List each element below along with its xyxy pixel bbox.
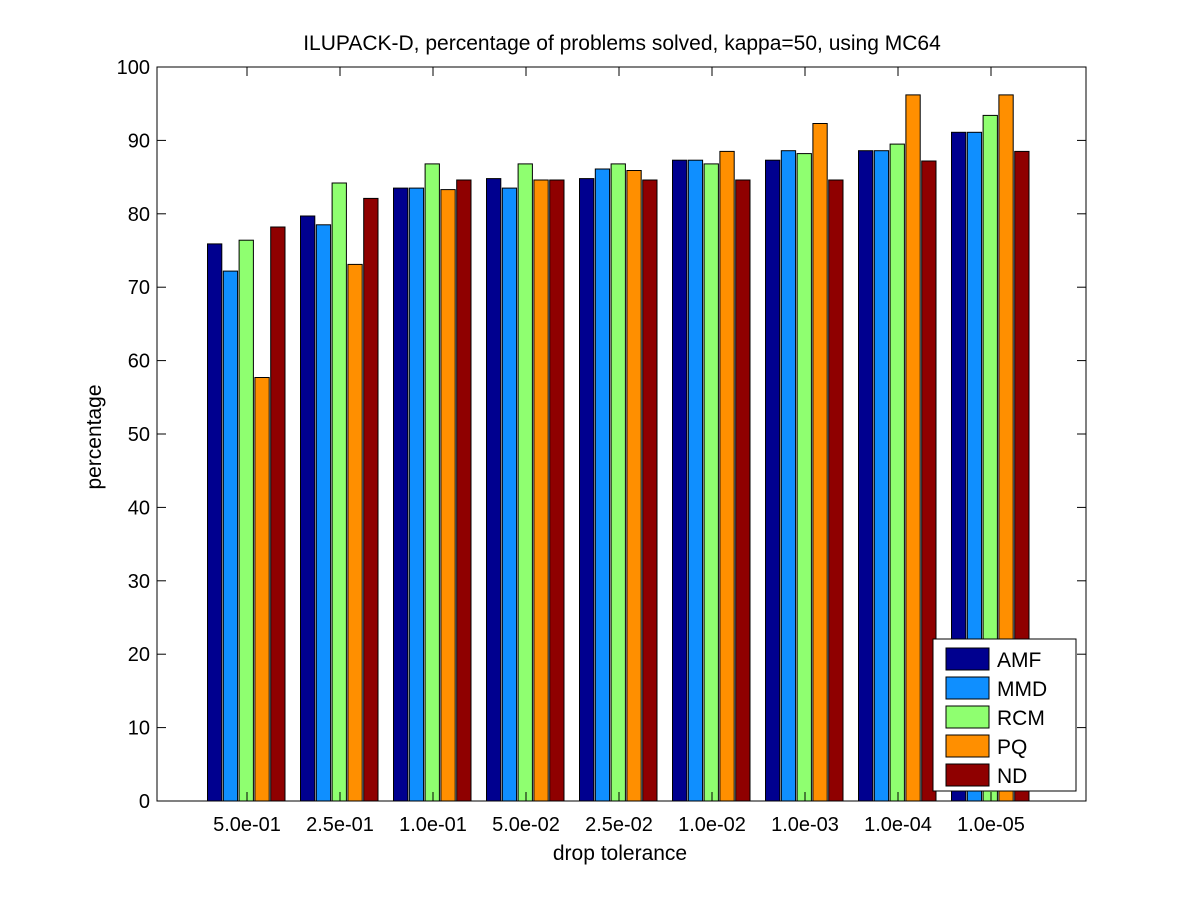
x-tick-label: 1.0e-02 [678, 814, 746, 836]
bar-pq [905, 94, 921, 802]
bar-mmd [780, 150, 797, 802]
bar-pq [347, 263, 363, 802]
bar-rcm [424, 163, 440, 802]
bar-mmd [873, 150, 890, 802]
x-tick-label: 1.0e-05 [957, 814, 1025, 836]
legend-swatch [945, 734, 990, 758]
x-tick-label: 5.0e-01 [213, 814, 281, 836]
bar-mmd [501, 187, 518, 802]
bar-rcm [703, 163, 719, 802]
bar-mmd [687, 159, 704, 802]
bar-pq [719, 150, 735, 802]
bar-amf [207, 243, 223, 802]
legend-swatch [945, 647, 990, 671]
bar-mmd [594, 168, 611, 802]
y-tick-label: 0 [139, 791, 150, 813]
bar-nd [642, 179, 658, 802]
bar-amf [765, 159, 781, 802]
bar-mmd [222, 270, 239, 802]
bar-amf [579, 178, 595, 802]
x-tick-label: 1.0e-04 [864, 814, 932, 836]
bar-amf [393, 187, 409, 802]
y-axis-title: percentage [83, 384, 106, 489]
bar-mmd [408, 187, 425, 802]
legend-swatch [945, 676, 990, 700]
y-axis: 0 10 20 30 40 50 60 70 80 90 100 [117, 57, 1086, 813]
y-tick-label: 80 [128, 204, 150, 226]
bar-rcm [610, 163, 626, 802]
bar-rcm [796, 153, 812, 802]
y-tick-label: 70 [128, 277, 150, 299]
x-tick-label: 1.0e-01 [399, 814, 467, 836]
bar-rcm [517, 163, 533, 802]
bar-pq [626, 170, 642, 802]
x-axis-title: drop tolerance [553, 842, 687, 865]
x-tick-label: 2.5e-02 [585, 814, 653, 836]
legend-label: AMF [997, 649, 1041, 672]
bar-nd [828, 179, 844, 802]
legend-label: MMD [997, 678, 1047, 701]
legend-label: RCM [997, 707, 1045, 730]
bar-amf [858, 150, 874, 802]
x-tick-label: 2.5e-01 [306, 814, 374, 836]
bar-pq [812, 123, 828, 802]
bar-rcm [238, 239, 254, 802]
bar-nd [549, 179, 565, 802]
legend: AMF MMD RCM PQ ND [932, 638, 1077, 792]
y-tick-label: 10 [128, 718, 150, 740]
bar-rcm [331, 182, 347, 802]
bar-amf [486, 178, 502, 802]
bar-nd [456, 179, 472, 802]
legend-label: PQ [997, 736, 1027, 759]
legend-swatch [945, 763, 990, 787]
bar-nd [270, 226, 286, 802]
y-tick-label: 90 [128, 130, 150, 152]
bar-pq [533, 179, 549, 802]
bar-nd [735, 179, 751, 802]
x-tick-label: 5.0e-02 [492, 814, 560, 836]
legend-label: ND [997, 765, 1027, 788]
bar-rcm [889, 143, 905, 802]
y-tick-label: 100 [117, 57, 150, 79]
legend-swatch [945, 705, 990, 729]
bar-nd [363, 197, 379, 802]
bar-pq [254, 377, 270, 802]
bar-amf [672, 159, 688, 802]
bar-mmd [315, 224, 332, 802]
x-axis: 5.0e-01 2.5e-01 1.0e-01 5.0e-02 2.5e-02 1.0e-… [213, 67, 1025, 836]
y-tick-label: 40 [128, 497, 150, 519]
y-tick-label: 60 [128, 351, 150, 373]
y-tick-label: 50 [128, 424, 150, 446]
y-tick-label: 30 [128, 571, 150, 593]
x-tick-label: 1.0e-03 [771, 814, 839, 836]
bar-amf [300, 215, 316, 802]
y-tick-label: 20 [128, 644, 150, 666]
bar-pq [440, 189, 456, 802]
chart-title: ILUPACK-D, percentage of problems solved… [303, 32, 941, 55]
